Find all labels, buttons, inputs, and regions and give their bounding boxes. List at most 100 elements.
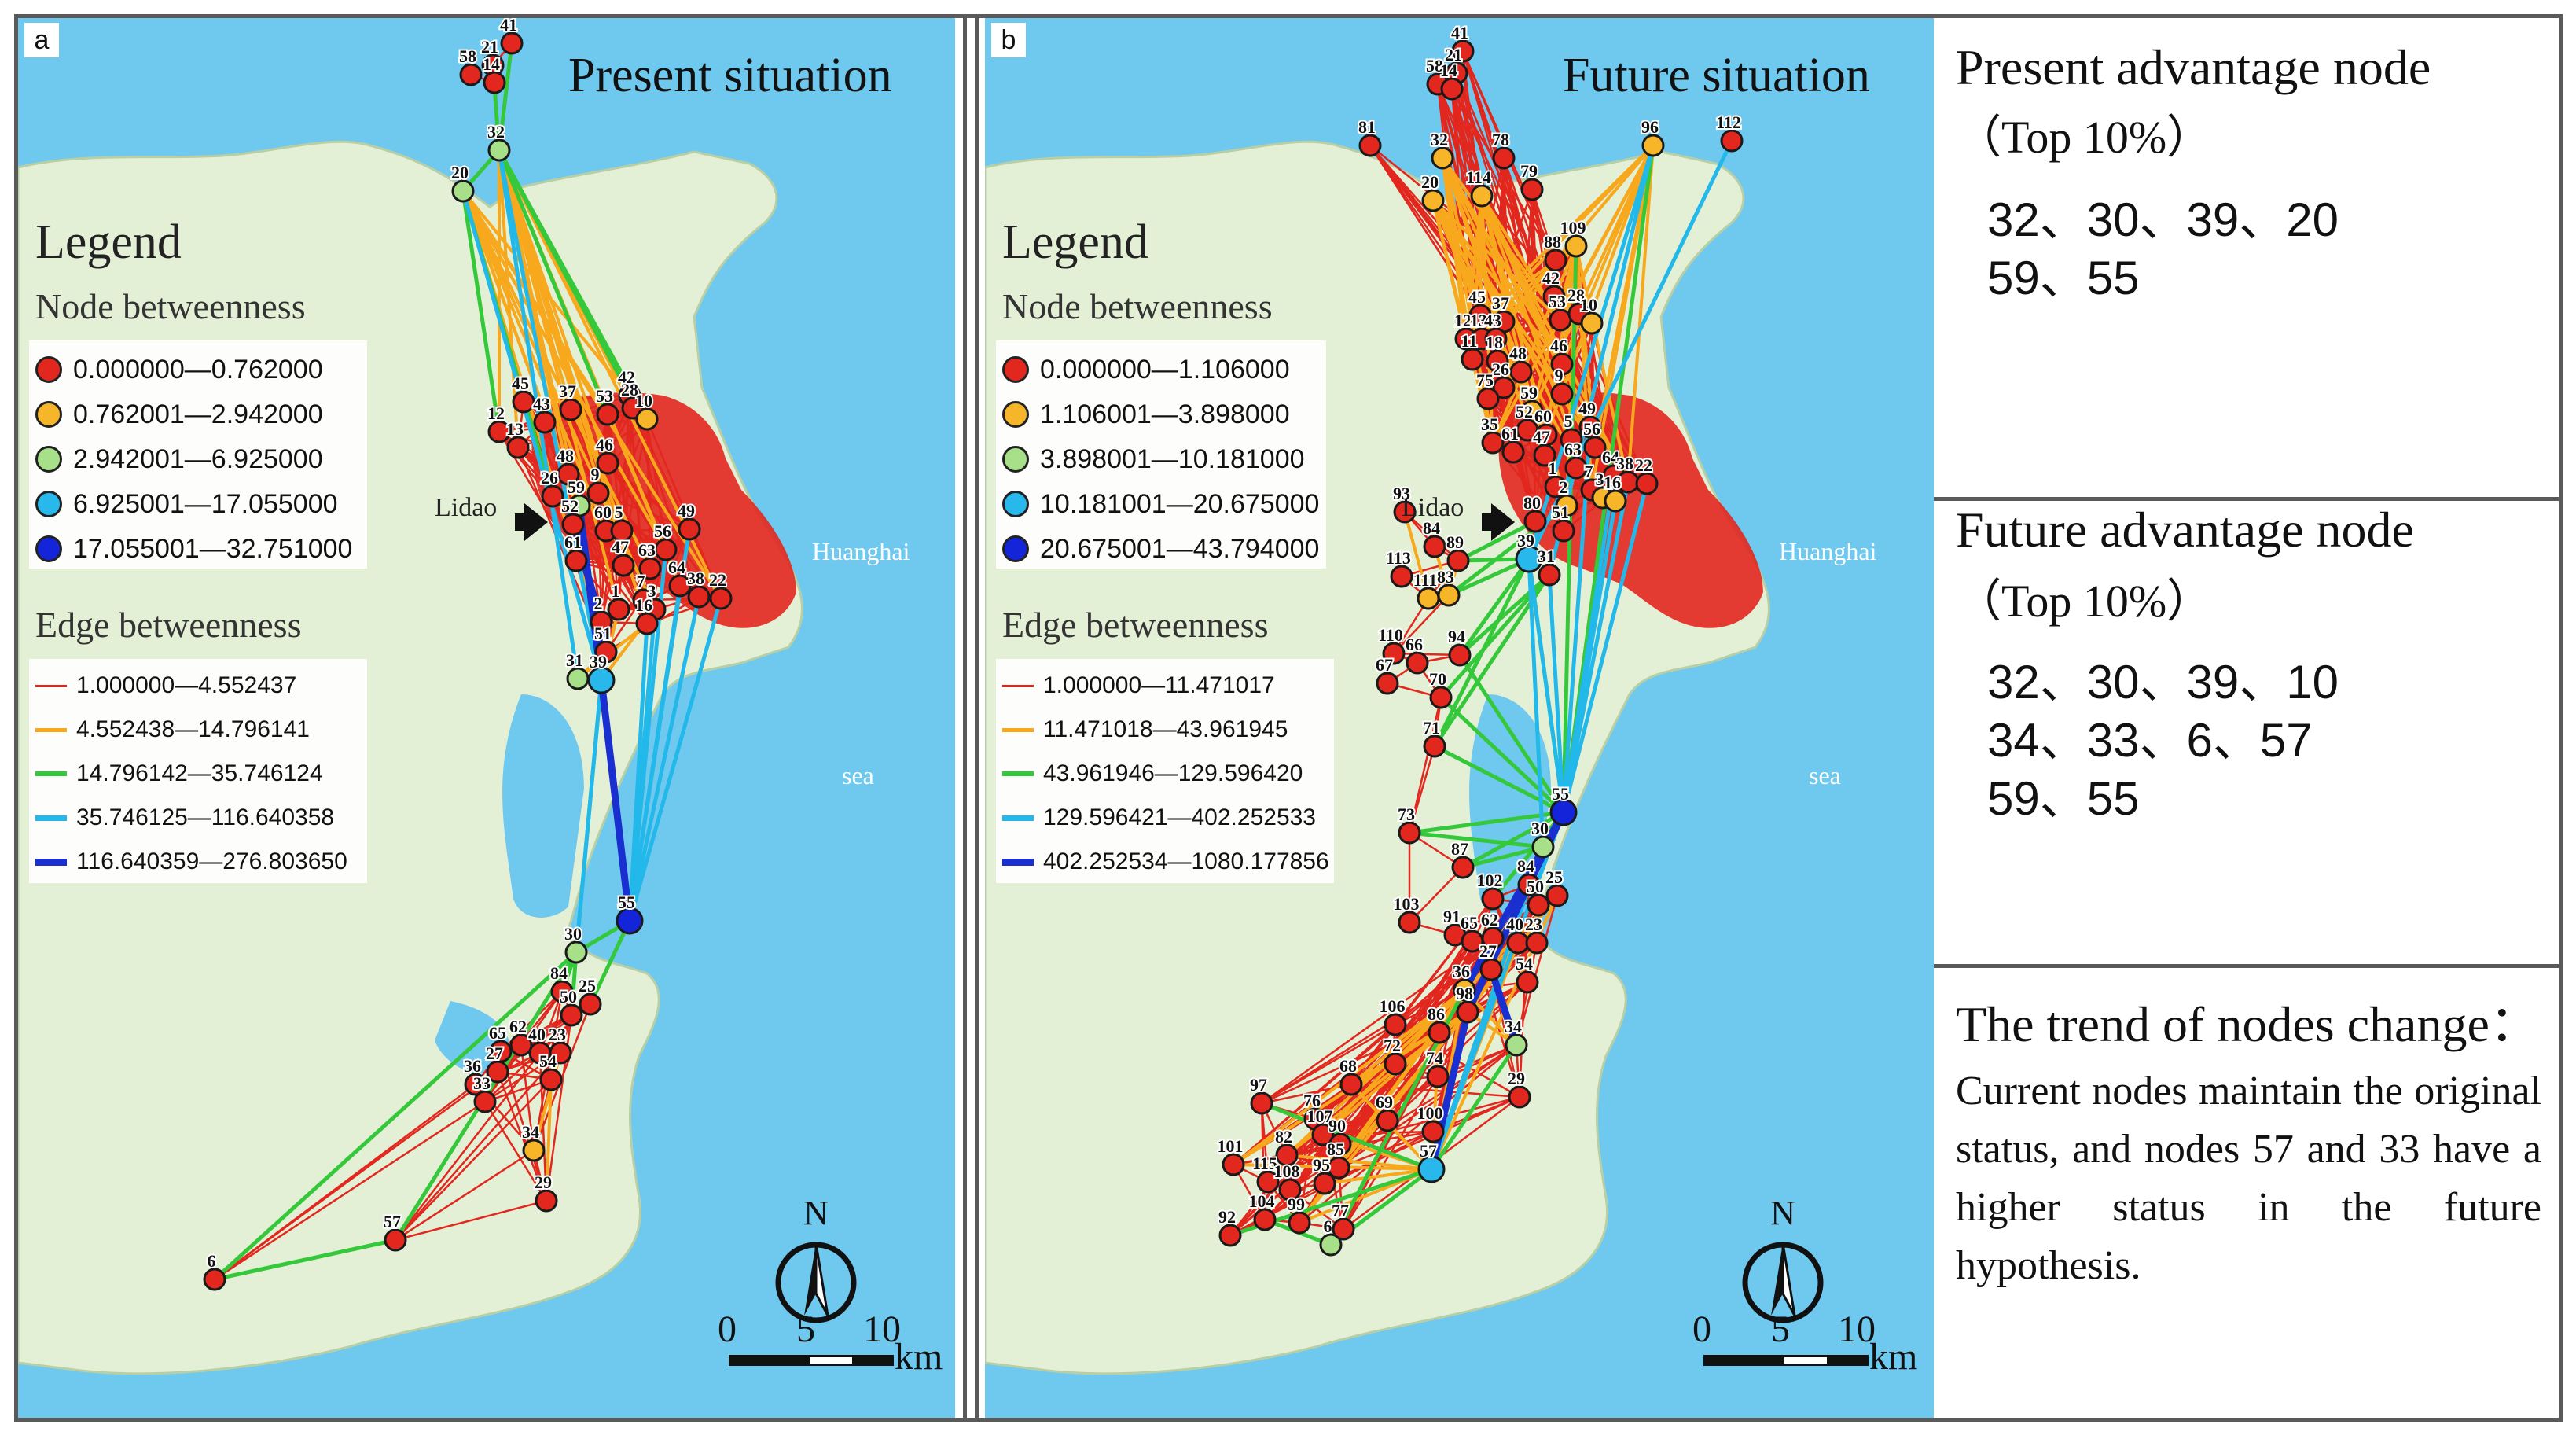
node-label: 49 [1578, 399, 1596, 418]
network-node [1313, 1172, 1336, 1195]
network-node [1431, 146, 1454, 170]
node-label: 9 [591, 465, 600, 484]
scale-bar-segment [854, 1355, 894, 1366]
network-node [607, 598, 630, 621]
network-edge [498, 418, 649, 433]
network-edge [212, 1238, 398, 1282]
network-edge [1457, 557, 1531, 657]
node-label: 61 [564, 532, 582, 552]
green-node-swatch [35, 446, 62, 473]
panel-tag: b [991, 23, 1026, 57]
network-node [1555, 494, 1578, 517]
network-edge [1491, 245, 1578, 444]
network-node [1423, 734, 1446, 758]
node-label: 39 [1517, 531, 1534, 550]
network-edge [1575, 245, 1615, 477]
network-edge [497, 41, 514, 153]
network-node [1451, 856, 1475, 879]
network-node [635, 407, 659, 431]
network-node [1523, 510, 1547, 533]
network-edge [1515, 894, 1559, 1047]
orange-edge-swatch [35, 727, 67, 732]
node-legend-row: 0.000000—1.106000 [1002, 350, 1290, 389]
scale-label: 5 [796, 1308, 815, 1350]
node-legend-row: 1.106001—3.898000 [1002, 395, 1290, 434]
node-label: 13 [506, 419, 524, 439]
network-node [1451, 39, 1475, 63]
pointer-arrow [524, 503, 548, 541]
network-edge [627, 594, 701, 923]
network-node [1421, 1120, 1445, 1143]
network-edge [394, 1149, 535, 1242]
network-node [1583, 436, 1607, 459]
network-edge [483, 1078, 553, 1103]
edge-legend-title: Edge betweenness [35, 605, 302, 645]
node-label: 84 [1517, 856, 1534, 876]
network-node [1533, 443, 1556, 467]
network-node [1390, 565, 1413, 588]
node-label: 101 [1218, 1136, 1244, 1156]
network-edge [1457, 653, 1566, 815]
node-class-label: 20.675001—43.794000 [1040, 533, 1320, 564]
node-label: 81 [1358, 117, 1376, 137]
node-label: 76 [1303, 1091, 1321, 1110]
network-node [560, 1003, 583, 1027]
node-label: 42 [1542, 268, 1560, 288]
network-edge [1626, 144, 1655, 484]
network-edge [394, 1078, 553, 1242]
node-label: 38 [687, 569, 704, 588]
network-node [594, 640, 618, 664]
panel-divider [975, 14, 979, 1422]
section-heading: Present advantage node [1956, 39, 2431, 95]
network-node [459, 63, 483, 86]
network-edge [498, 149, 649, 625]
network-node [1382, 642, 1406, 665]
node-label: 41 [1451, 23, 1468, 42]
future-advantage-section: Future advantage node （Top 10%） 32、30、39… [1934, 501, 2559, 965]
network-edge [1461, 810, 1566, 870]
network-node [1398, 821, 1421, 845]
network-edge [461, 189, 604, 683]
node-label: 5 [615, 502, 623, 522]
panel-divider [963, 14, 967, 1422]
node-label: 46 [1550, 336, 1567, 355]
node-label: 54 [539, 1051, 557, 1071]
node-legend-row: 10.181001—20.675000 [1002, 484, 1319, 524]
network-edge [213, 1100, 487, 1281]
network-edge [1527, 557, 1566, 815]
node-list-line: 32、30、39、10 [1987, 656, 2339, 708]
network-node [1501, 440, 1525, 464]
node-label: 53 [596, 386, 613, 406]
network-edge [569, 521, 605, 626]
network-node [1421, 189, 1445, 212]
node-label: 3 [648, 581, 656, 601]
network-node [1384, 1052, 1407, 1076]
network-edge [1439, 695, 1566, 815]
node-label: 46 [596, 435, 613, 455]
node-legend-row: 2.942001—6.925000 [35, 440, 323, 479]
scale-label: 10 [1838, 1308, 1876, 1350]
node-label: 69 [1376, 1092, 1393, 1112]
node-label: 11 [1461, 331, 1478, 351]
network-edge [1432, 744, 1566, 815]
network-edge [627, 596, 723, 923]
node-label: 1 [612, 581, 620, 601]
node-label: 6 [208, 1251, 216, 1271]
network-node [1339, 1073, 1363, 1096]
network-edge [1323, 1168, 1433, 1185]
scale-bar-segment [807, 1355, 854, 1366]
node-label: 6 [1324, 1216, 1332, 1236]
edge-legend-row: 1.000000—11.471017 [1002, 666, 1275, 705]
network-edge [1456, 519, 1538, 563]
network-node [1417, 587, 1440, 610]
node-label: 43 [1484, 311, 1501, 330]
network-edge [1430, 1031, 1441, 1171]
edge-legend-box [29, 659, 367, 883]
network-node [587, 666, 616, 694]
node-label: 59 [568, 477, 585, 497]
network-edge [461, 190, 722, 600]
network-node [1328, 1132, 1352, 1156]
edge-legend-row: 43.961946—129.596420 [1002, 754, 1303, 793]
pointer-arrow [515, 513, 526, 531]
network-node [1218, 1224, 1242, 1247]
